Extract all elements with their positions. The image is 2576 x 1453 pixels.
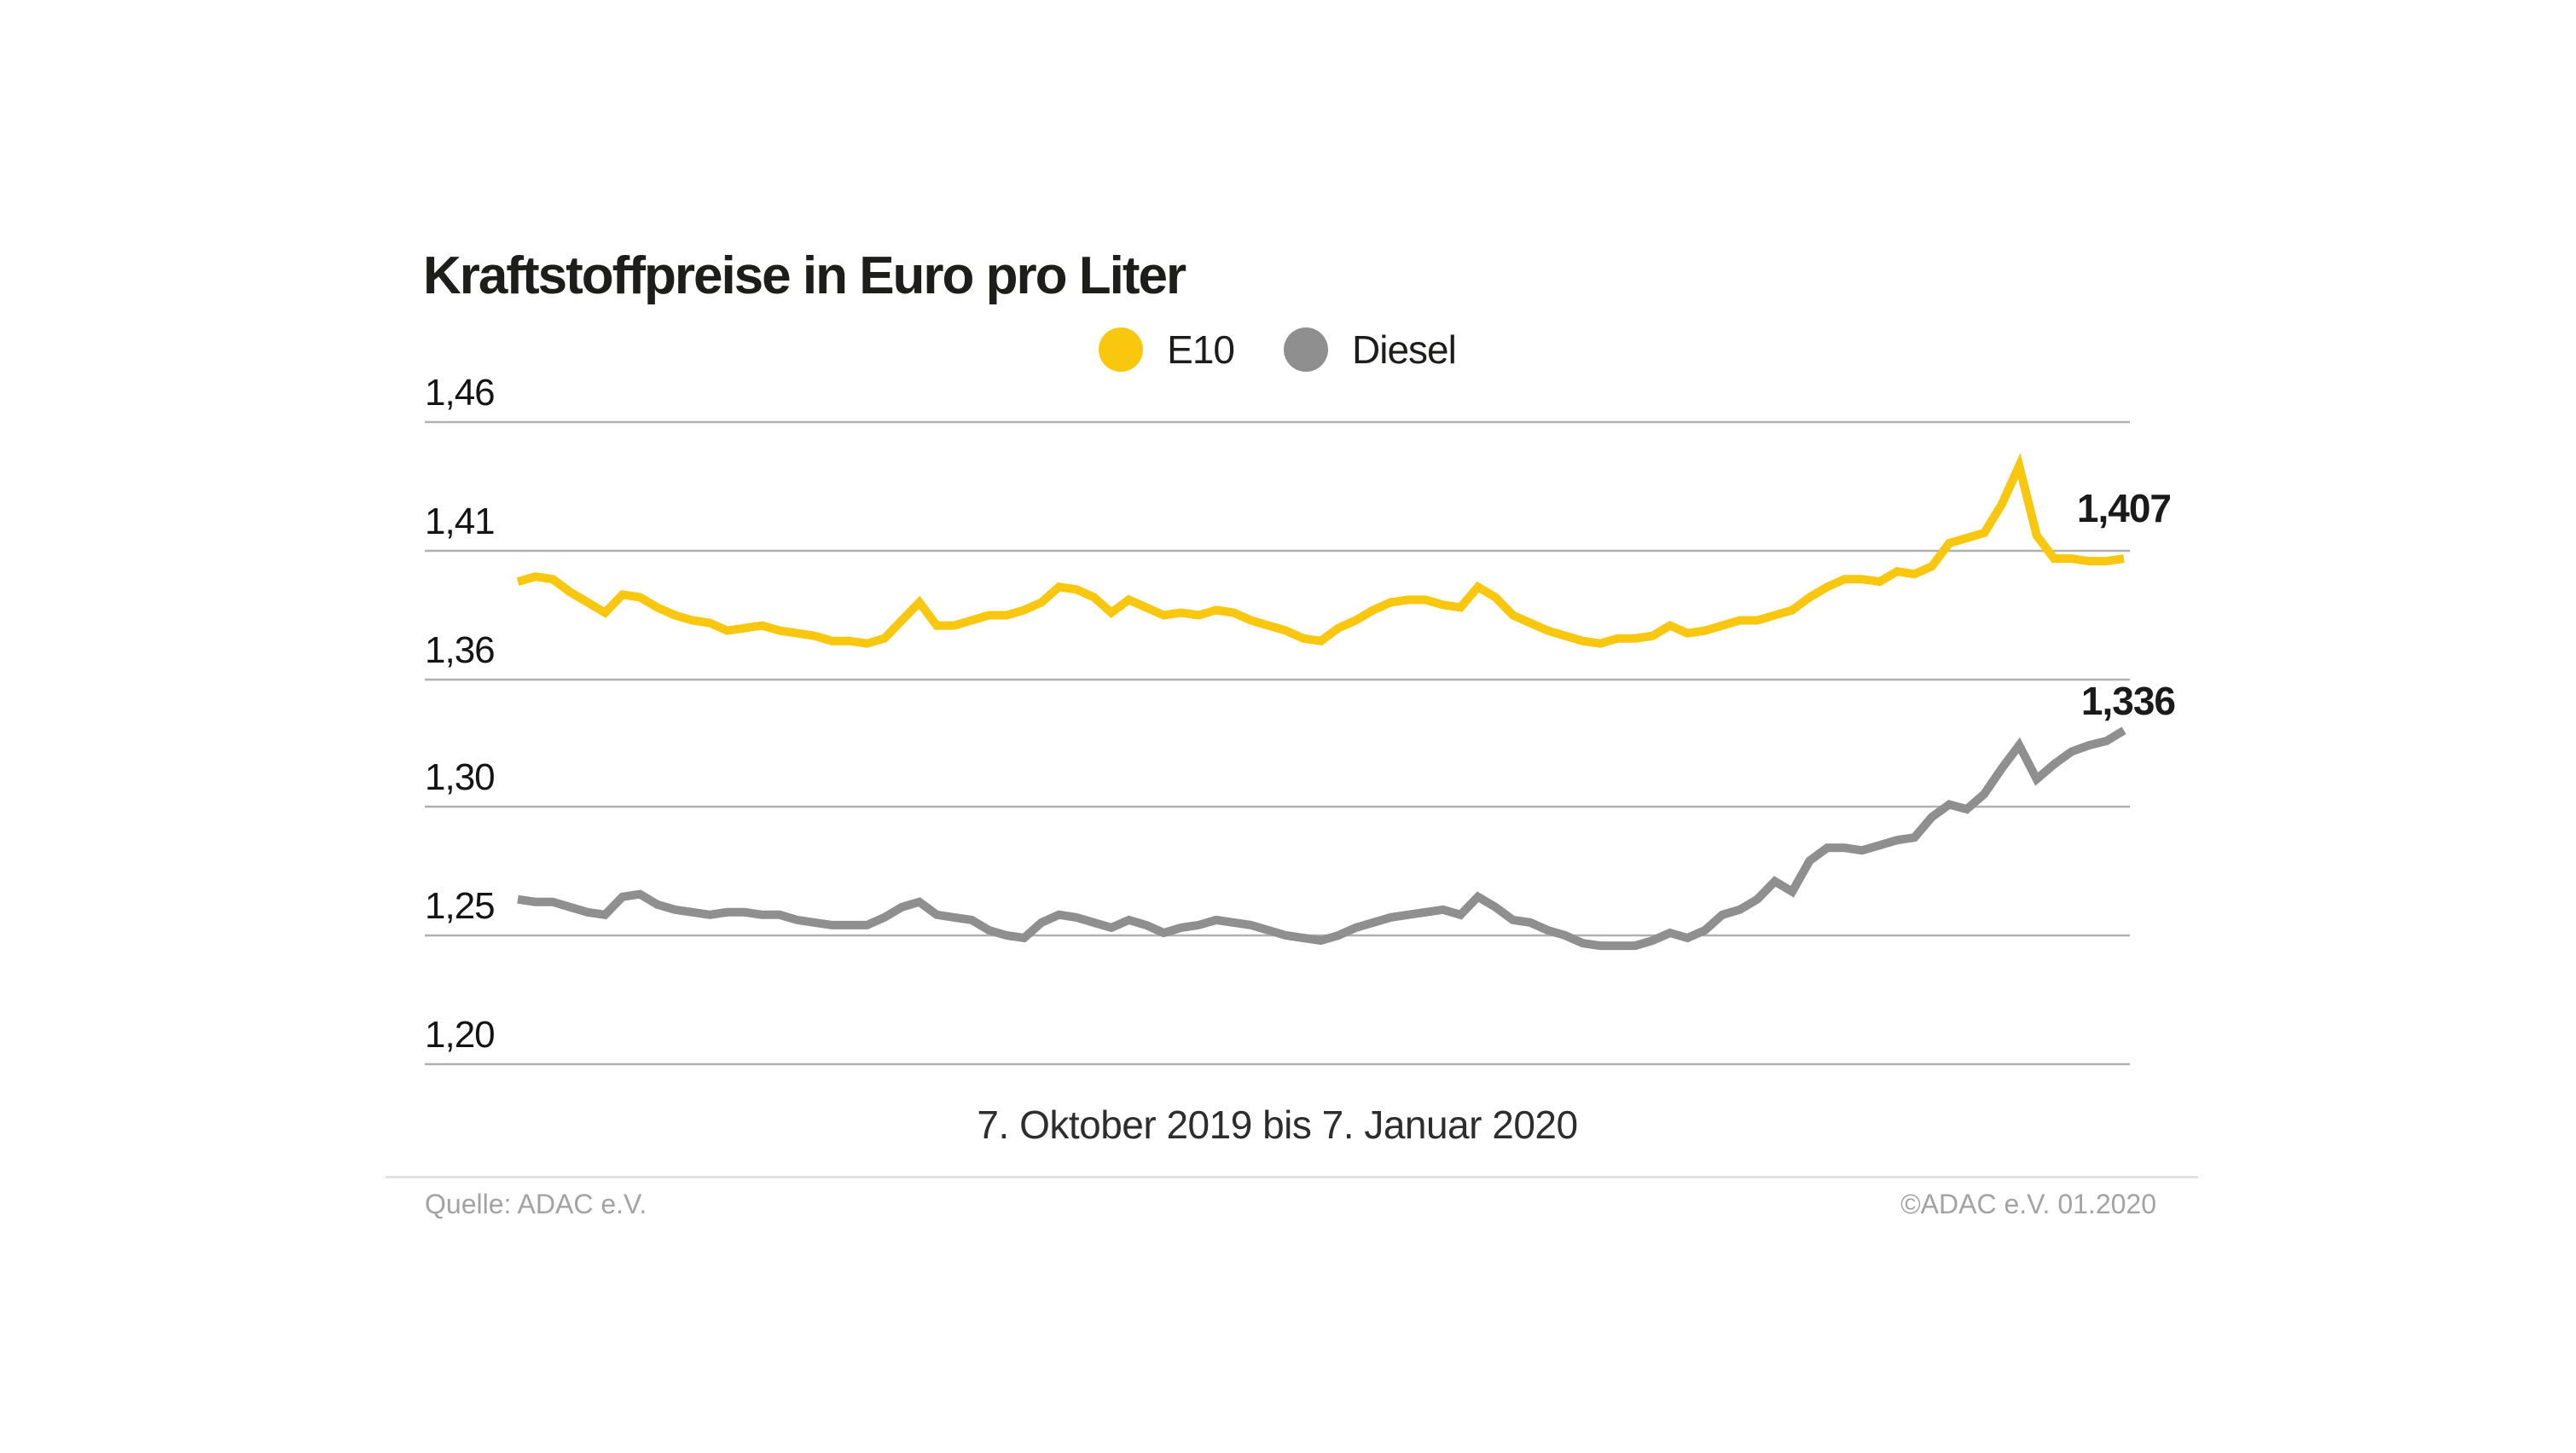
series-line-e10 — [516, 453, 2125, 648]
legend-dot-e10-icon — [1099, 327, 1144, 372]
end-value-label-e10: 1,407 — [2076, 486, 2172, 531]
y-tick-label-1,36: 1,36 — [425, 629, 496, 671]
legend-label-e10: E10 — [1167, 327, 1235, 372]
legend-item-diesel: Diesel — [1284, 327, 1457, 373]
legend-dot-diesel-icon — [1284, 327, 1329, 372]
y-tick-label-1,46: 1,46 — [425, 372, 496, 414]
y-tick-label-1,30: 1,30 — [425, 756, 496, 798]
y-tick-label-1,41: 1,41 — [425, 501, 496, 542]
x-axis-label: 7. Oktober 2019 bis 7. Januar 2020 — [977, 1103, 1578, 1147]
footer-divider — [386, 1176, 2198, 1178]
copyright-note: ©ADAC e.V. 01.2020 — [1900, 1189, 2156, 1219]
chart-title: Kraftstoffpreise in Euro pro Liter — [423, 246, 1186, 305]
end-value-label-diesel: 1,336 — [2080, 678, 2176, 723]
legend-item-e10: E10 — [1099, 327, 1235, 373]
source-note: Quelle: ADAC e.V. — [425, 1189, 647, 1219]
legend: E10 Diesel — [425, 322, 2130, 377]
series-line-diesel — [517, 726, 2126, 951]
y-tick-label-1,25: 1,25 — [425, 885, 496, 927]
y-tick-label-1,20: 1,20 — [425, 1014, 496, 1056]
legend-label-diesel: Diesel — [1352, 327, 1457, 372]
